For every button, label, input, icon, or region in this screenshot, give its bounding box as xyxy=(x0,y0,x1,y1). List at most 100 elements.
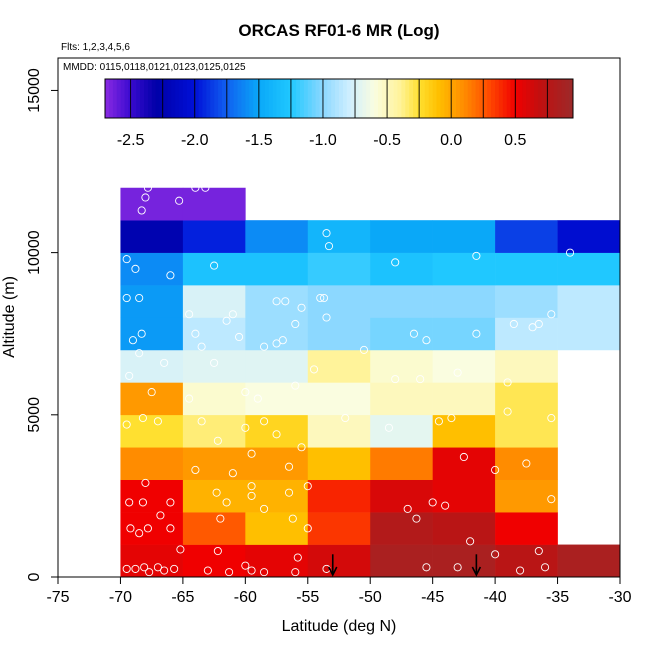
y-tick-label: 10000 xyxy=(26,230,43,275)
observation-point xyxy=(222,316,231,325)
colorbar-segment xyxy=(225,79,231,118)
x-tick-label: -70 xyxy=(109,589,132,606)
heatmap-cell xyxy=(307,382,371,416)
plot-frame xyxy=(57,57,621,578)
observation-point xyxy=(509,319,518,329)
observation-point xyxy=(156,511,165,520)
heatmap-cell xyxy=(370,512,433,545)
observation-point xyxy=(216,514,225,523)
heatmap-cell xyxy=(370,252,433,286)
heatmap-cell xyxy=(182,479,246,513)
heatmap-cell xyxy=(120,285,184,318)
colorbar-segment xyxy=(397,79,402,118)
heatmap-cell xyxy=(182,414,246,448)
x-tick-label: -75 xyxy=(46,589,69,606)
colorbar-segment xyxy=(401,79,406,118)
colorbar-segment xyxy=(479,79,484,118)
observation-point xyxy=(228,469,237,478)
observation-point xyxy=(522,459,531,468)
observation-point xyxy=(547,414,556,423)
colorbar-segment xyxy=(428,79,433,118)
heatmap-cell xyxy=(495,349,558,383)
colorbar-segment xyxy=(456,79,461,118)
colorbar-tick-label: -2.5 xyxy=(117,132,145,149)
colorbar-segment xyxy=(136,79,141,118)
colorbar-segment xyxy=(553,79,558,118)
heatmap-cell xyxy=(245,349,309,383)
heatmap-cell xyxy=(495,414,558,448)
colorbar-tick-label: -1.5 xyxy=(245,132,273,149)
colorbar-segment xyxy=(264,79,270,118)
heatmap-cell xyxy=(245,382,309,416)
y-axis-label: Altitude (m) xyxy=(1,276,18,358)
heatmap-cell xyxy=(370,349,433,383)
colorbar-segment xyxy=(198,79,203,118)
observation-point xyxy=(225,568,234,577)
observation-point xyxy=(203,566,212,575)
observation-point xyxy=(322,229,331,238)
observation-point xyxy=(384,423,394,432)
x-tick-label: -60 xyxy=(234,589,257,606)
colorbar-segment xyxy=(331,79,336,118)
observation-point xyxy=(491,550,500,559)
colorbar-segment xyxy=(381,79,387,118)
heatmap-cell xyxy=(370,447,433,480)
heatmap-cell xyxy=(120,447,184,480)
heatmap-cell xyxy=(307,317,371,351)
heatmap-cell xyxy=(307,285,371,318)
heatmap-cell xyxy=(245,317,309,351)
heatmap-cell xyxy=(120,382,184,416)
heatmap-cell xyxy=(245,252,309,286)
observation-point xyxy=(288,514,297,523)
heatmap-cell xyxy=(120,349,184,383)
colorbar-segment xyxy=(194,79,199,118)
observation-point xyxy=(185,310,194,319)
colorbar-tick-label: 0.5 xyxy=(504,132,526,149)
colorbar-segment xyxy=(155,79,160,118)
observation-point xyxy=(428,498,437,507)
heatmap-cell xyxy=(307,349,371,383)
colorbar-segment xyxy=(222,79,227,118)
observation-point xyxy=(166,271,175,280)
observation-point xyxy=(212,488,221,497)
heatmap-cell xyxy=(370,317,433,351)
colorbar-segment xyxy=(140,79,145,118)
colorbar-segment xyxy=(214,79,219,118)
observation-point xyxy=(534,319,543,329)
colorbar-segment xyxy=(378,79,383,118)
heatmap-cell xyxy=(182,317,246,351)
observation-point xyxy=(391,375,400,384)
colorbar-segment xyxy=(495,79,500,118)
observation-point xyxy=(472,251,481,260)
colorbar-segment xyxy=(389,79,394,118)
x-axis-label: Latitude (deg N) xyxy=(282,618,397,635)
observation-point xyxy=(160,566,169,575)
observation-point xyxy=(453,368,462,377)
colorbar-segment xyxy=(487,79,492,118)
colorbar-segment xyxy=(272,79,277,118)
colorbar-segment xyxy=(124,79,129,118)
colorbar-segment xyxy=(327,79,332,118)
observation-point xyxy=(565,248,575,257)
observation-point xyxy=(547,310,556,319)
heatmap-cell xyxy=(370,479,433,513)
colorbar-segment xyxy=(350,79,355,118)
observation-point xyxy=(145,568,154,577)
observation-point xyxy=(131,564,140,573)
colorbar-segment xyxy=(120,79,125,118)
observation-point xyxy=(122,420,131,429)
observation-point xyxy=(316,293,325,303)
colorbar-segment xyxy=(459,79,465,118)
observation-point xyxy=(341,414,350,423)
observation-point xyxy=(453,563,462,572)
observation-point xyxy=(197,417,206,426)
colorbar-segment xyxy=(370,79,375,118)
heatmap-cell xyxy=(120,220,184,253)
heatmap-cell xyxy=(245,414,309,448)
colorbar-segment xyxy=(245,79,250,118)
observation-point xyxy=(137,329,146,338)
colorbar-segment xyxy=(171,79,176,118)
observation-point xyxy=(260,417,269,426)
observation-point xyxy=(284,462,294,471)
y-tick-label: 15000 xyxy=(26,68,43,113)
